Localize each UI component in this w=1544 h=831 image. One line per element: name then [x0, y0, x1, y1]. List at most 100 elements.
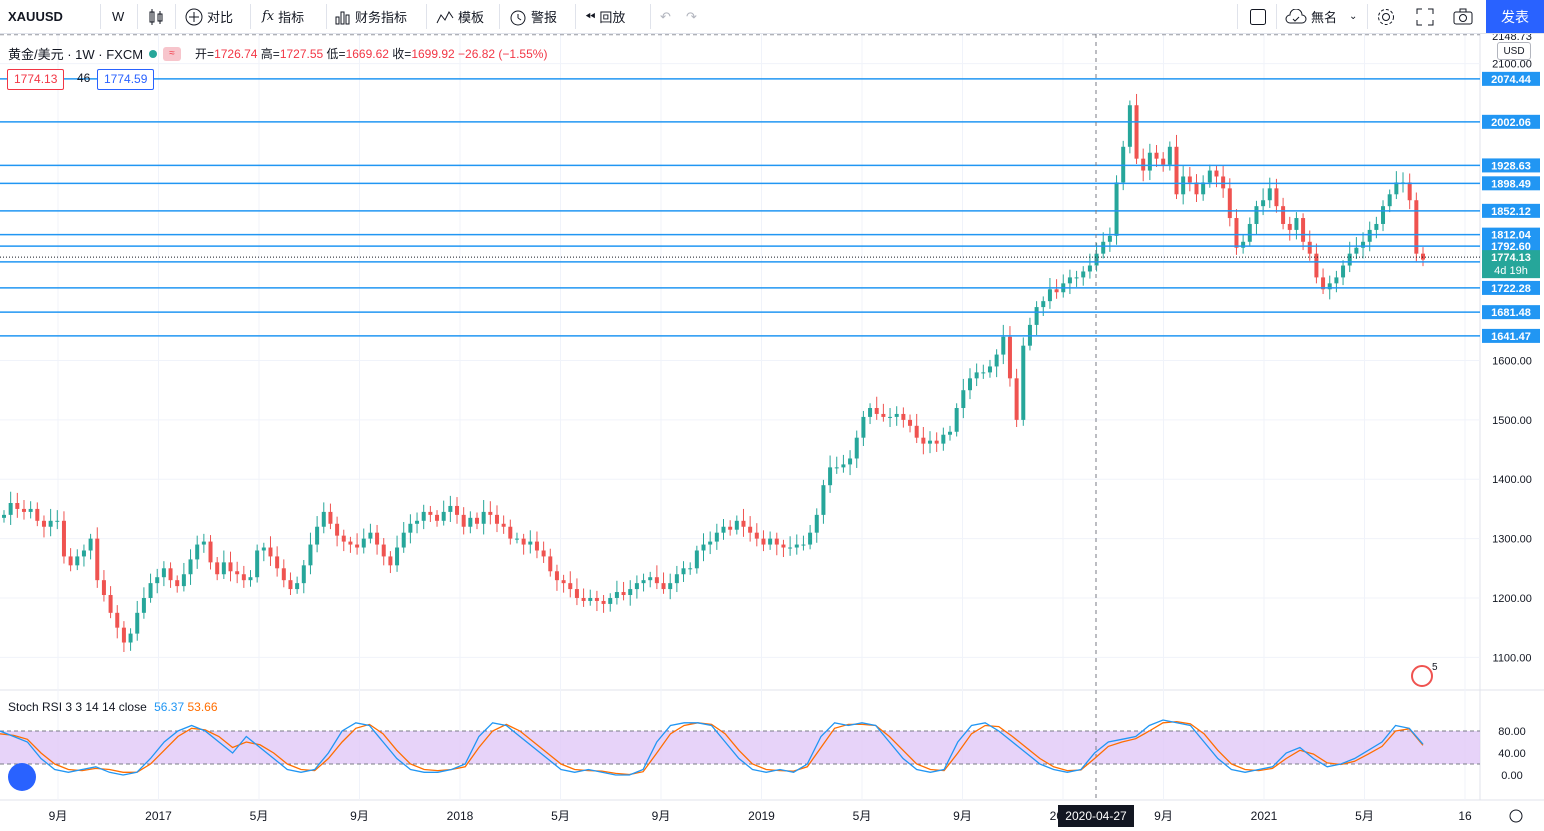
candle-body [808, 532, 813, 545]
publish-label: 发表 [1501, 8, 1529, 25]
candle-body [614, 592, 619, 598]
layout-button[interactable] [1249, 0, 1267, 33]
camera-icon [1453, 8, 1473, 24]
time-axis-label: 2021 [1251, 809, 1278, 823]
candle-body [914, 425, 919, 438]
candle-body [1294, 218, 1299, 230]
hline-label-bg [1482, 71, 1540, 86]
candle-body [35, 508, 40, 521]
hline-label: 1641.47 [1491, 331, 1531, 343]
save-layout-button[interactable]: 無名 ⌄ [1285, 0, 1357, 33]
templates-label: 模板 [458, 10, 485, 25]
time-axis-label: 5月 [250, 809, 269, 823]
bid-price-button[interactable]: 1774.13 [7, 69, 65, 90]
candle-body [108, 595, 113, 613]
candle-body [908, 419, 913, 426]
screenshot-button[interactable] [1453, 0, 1473, 33]
candle-body [834, 467, 839, 469]
candle-body [201, 541, 206, 545]
candle-body [1261, 200, 1266, 207]
candle-body [488, 511, 493, 515]
templates-button[interactable]: 模板 [436, 0, 484, 33]
compare-button[interactable]: 对比 [185, 0, 233, 33]
time-axis-label: 16 [1458, 809, 1472, 823]
alerts-count: 5 [1432, 662, 1438, 673]
candle-body [315, 526, 320, 545]
candle-body [1254, 206, 1259, 224]
stoch-tick-label: 0.00 [1501, 770, 1522, 782]
candle-body [648, 577, 653, 581]
alert-button[interactable]: 警报 [509, 0, 557, 33]
layout-name-label: 無名 [1311, 10, 1338, 25]
cloud-check-icon [1285, 8, 1307, 23]
settings-button[interactable] [1376, 0, 1396, 33]
candle-body [541, 550, 546, 557]
candle-body [101, 580, 106, 596]
candle-body [934, 440, 939, 444]
price-tick-label: 1500.00 [1492, 415, 1532, 427]
candle-body [368, 532, 373, 539]
candle-body [195, 544, 200, 560]
interval-button[interactable]: W [112, 0, 124, 33]
ohlc-values: 开=1726.74 高=1727.55 低=1669.62 收=1699.92 … [195, 47, 548, 61]
candle-body [335, 523, 340, 536]
ask-price-button[interactable]: 1774.59 [97, 69, 155, 90]
candle-body [455, 505, 460, 515]
chart-type-button[interactable] [147, 0, 165, 33]
price-tick-label: 2100.00 [1492, 59, 1532, 71]
price-chart[interactable]: 2074.44 2002.06 1928.63 1898.49 1852.12 1812.… [0, 34, 1544, 831]
candle-body [175, 580, 180, 587]
candle-body [1334, 277, 1339, 284]
candle-body [228, 562, 233, 572]
candle-body [501, 523, 506, 527]
template-icon [436, 10, 454, 23]
chevron-down-icon: ⌄ [1349, 11, 1358, 22]
crosshair-date-label: 2020-04-27 [1065, 809, 1127, 823]
replay-button[interactable]: ⏪︎ 回放 [585, 0, 625, 33]
candle-body [381, 544, 386, 557]
undo-button[interactable]: ↶ [660, 0, 671, 33]
candle-body [161, 568, 166, 578]
fullscreen-button[interactable] [1416, 0, 1434, 33]
candle-body [1021, 345, 1026, 420]
hline-label-bg [1482, 114, 1540, 129]
candle-body [261, 547, 266, 551]
stoch-legend: Stoch RSI 3 3 14 14 close 56.37 53.66 [8, 700, 218, 714]
candle-body [28, 508, 33, 512]
candle-body [1341, 265, 1346, 278]
symbol-search[interactable]: XAUUSD [8, 0, 63, 33]
candle-body [475, 517, 479, 524]
tradingview-logo-icon [8, 763, 36, 791]
redo-button[interactable]: ↷ [686, 0, 697, 33]
candle-body [654, 577, 659, 584]
top-toolbar: XAUUSD W 对比 fx 指标 财务指标 模板 警报 ⏪︎ 回放 ↶ ↷ [0, 0, 1544, 34]
candle-body [68, 556, 73, 566]
financials-button[interactable]: 财务指标 [335, 0, 407, 33]
candle-body [1121, 146, 1126, 183]
indicator-settings-icon[interactable]: ≈ [163, 46, 182, 61]
candle-body [1034, 307, 1039, 325]
candle-body [1181, 176, 1186, 195]
price-tick-label: 1200.00 [1492, 593, 1532, 605]
candle-body [948, 431, 952, 435]
candle-body [788, 547, 793, 549]
candle-body [941, 434, 946, 444]
candle-body [1394, 182, 1399, 195]
candle-body [208, 541, 213, 563]
candle-body [581, 597, 586, 601]
candle-body [674, 574, 679, 584]
candle-body [494, 514, 499, 524]
candle-body [768, 538, 773, 545]
candle-body [1127, 105, 1132, 147]
publish-button[interactable]: 发表 [1486, 0, 1544, 33]
candle-body [1194, 182, 1199, 195]
candle-body [901, 413, 906, 420]
candle-body [388, 556, 393, 566]
spread-value: 46 [77, 71, 91, 85]
currency-button[interactable]: USD [1497, 42, 1531, 60]
candle-body [155, 577, 160, 584]
candle-body [468, 517, 473, 527]
candle-body [1041, 301, 1046, 308]
indicators-button[interactable]: fx 指标 [262, 0, 304, 33]
candle-body [295, 583, 300, 590]
